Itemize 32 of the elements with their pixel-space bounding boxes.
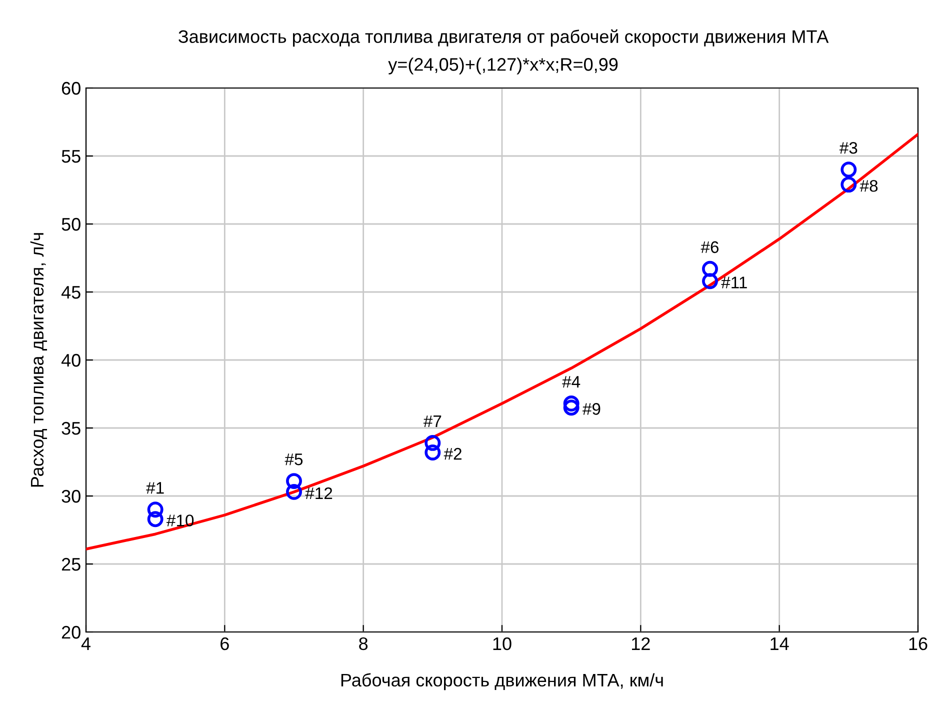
y-tick-label: 55 — [62, 150, 80, 163]
x-tick-label: 12 — [632, 637, 650, 650]
x-tick-label: 16 — [909, 637, 928, 650]
annotation: #3 — [839, 142, 858, 154]
y-tick-label: 40 — [61, 354, 80, 367]
y-tick-label: 35 — [62, 422, 80, 435]
y-tick-label: 60 — [62, 82, 80, 95]
annotation: #8 — [860, 180, 878, 192]
annotation: #11 — [721, 276, 747, 288]
y-tick-label: 45 — [61, 286, 80, 299]
annotation: #12 — [305, 487, 332, 500]
annotation: #5 — [284, 454, 303, 466]
annotation: #4 — [562, 376, 580, 388]
x-axis-title: Рабочая скорость движения МТА, км/ч — [341, 673, 663, 690]
annotation: #1 — [146, 482, 164, 494]
annotation: #7 — [423, 416, 442, 427]
x-tick-label: 6 — [220, 637, 229, 650]
annotation: #2 — [444, 448, 462, 460]
y-tick-label: 25 — [62, 558, 80, 571]
y-tick-label: 30 — [62, 490, 80, 503]
chart-title: Зависимость расхода топлива двигателя от рабочей скорости движения МТА — [178, 29, 829, 47]
y-tick-label: 20 — [62, 626, 80, 639]
annotation: #9 — [582, 403, 600, 415]
y-tick-label: 50 — [62, 218, 80, 231]
y-axis-title: Расход топлива двигателя, л/ч — [30, 233, 48, 487]
chart-subtitle: y=(24,05)+(,127)*x*x;R=0,99 — [388, 58, 618, 74]
annotation: #10 — [166, 514, 194, 526]
x-tick-label: 8 — [359, 637, 368, 650]
x-tick-label: 4 — [81, 638, 90, 650]
annotation: #6 — [700, 241, 719, 254]
x-tick-label: 14 — [770, 638, 789, 650]
x-tick-label: 10 — [493, 637, 512, 650]
